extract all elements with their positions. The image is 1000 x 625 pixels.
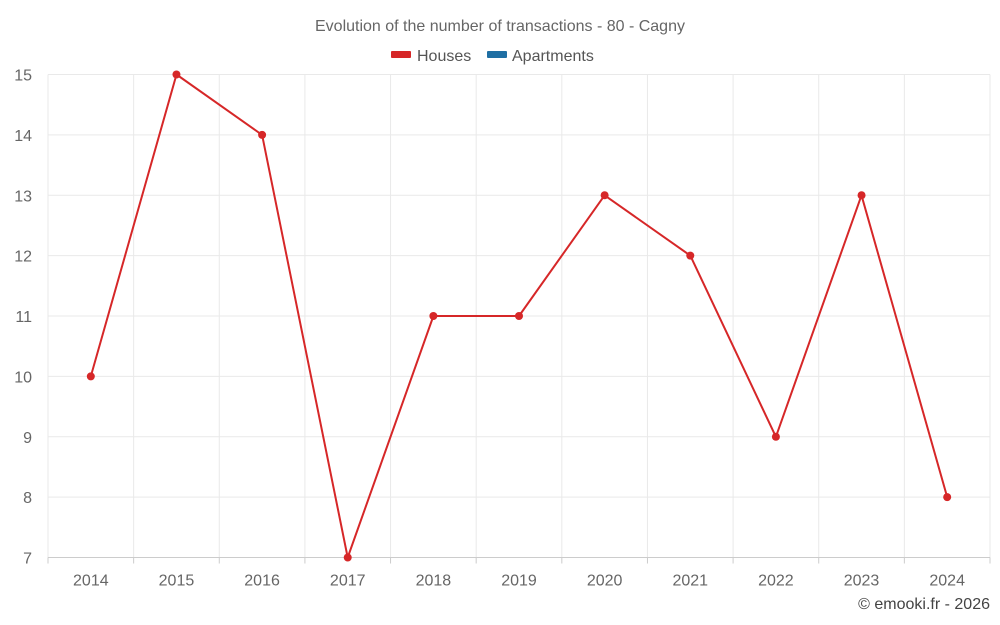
x-tick-label: 2018 [416, 573, 452, 590]
legend-label-houses: Houses [417, 48, 471, 65]
y-tick-label: 8 [23, 490, 32, 507]
y-tick-label: 9 [23, 430, 32, 447]
credit-text: © emooki.fr - 2026 [858, 596, 990, 613]
x-tick-label: 2016 [244, 573, 280, 590]
data-point-houses[interactable] [943, 493, 952, 502]
data-point-houses[interactable] [515, 312, 523, 320]
x-tick-label: 2019 [501, 573, 537, 590]
y-tick-label: 7 [23, 551, 32, 568]
x-tick-label: 2024 [929, 573, 965, 590]
y-tick-label: 13 [14, 188, 32, 205]
y-tick-label: 12 [14, 249, 32, 266]
y-tick-label: 11 [15, 309, 32, 326]
y-axis: 7 8 9 10 11 12 13 14 15 [14, 68, 32, 568]
data-point-houses[interactable] [429, 312, 438, 320]
x-tick-label: 2021 [672, 573, 708, 590]
x-tick-label: 2017 [330, 573, 366, 590]
data-point-houses[interactable] [686, 251, 695, 260]
legend-swatch-apartments [487, 51, 507, 58]
legend-item-apartments[interactable]: Apartments [487, 48, 594, 65]
x-tick-label: 2015 [159, 573, 195, 590]
series-houses [86, 70, 952, 562]
x-tick-label: 2014 [73, 573, 109, 590]
x-tick-label: 2022 [758, 573, 794, 590]
y-tick-label: 10 [14, 369, 32, 386]
legend-label-apartments: Apartments [512, 48, 594, 65]
data-point-houses[interactable] [600, 191, 609, 200]
x-axis: 2014 2015 2016 2017 2018 2019 2020 2021 2022 2023… [47, 557, 991, 590]
legend-item-houses[interactable]: Houses [391, 48, 471, 65]
data-point-houses[interactable] [343, 553, 352, 562]
data-point-houses[interactable] [86, 372, 95, 381]
legend-swatch-houses [391, 51, 411, 58]
data-point-houses[interactable] [258, 130, 267, 139]
y-tick-label: 15 [14, 68, 32, 85]
data-point-houses[interactable] [771, 432, 780, 441]
x-tick-label: 2023 [844, 573, 880, 590]
data-point-houses[interactable] [172, 70, 181, 79]
data-point-houses[interactable] [857, 191, 866, 200]
y-tick-label: 14 [14, 128, 32, 145]
chart-title: Evolution of the number of transactions … [315, 18, 685, 35]
legend: Houses Apartments [391, 48, 594, 65]
x-tick-label: 2020 [587, 573, 623, 590]
